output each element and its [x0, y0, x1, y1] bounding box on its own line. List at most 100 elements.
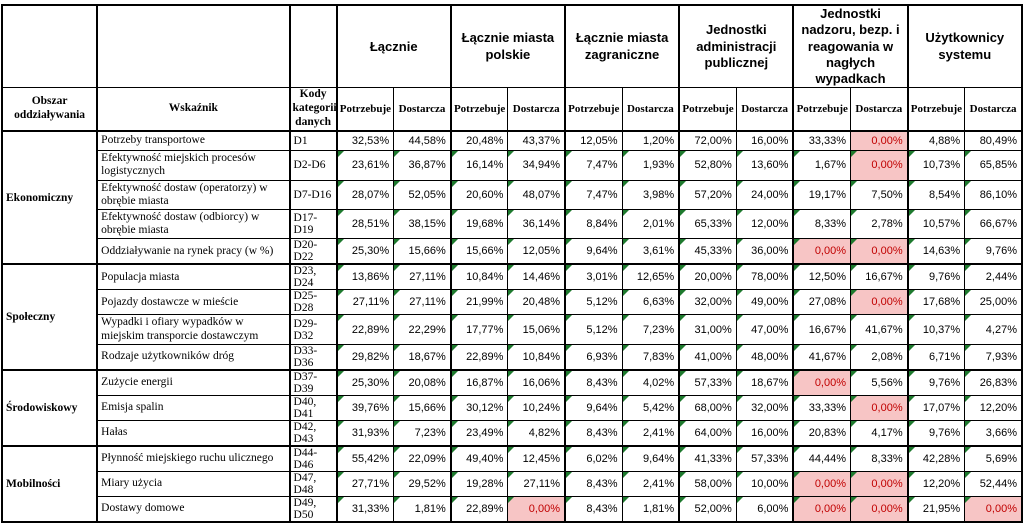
value-cell[interactable]: 8,43% [563, 368, 623, 396]
value-cell[interactable]: 21,99% [449, 289, 509, 316]
value-cell[interactable]: 16,14% [449, 150, 509, 181]
value-cell[interactable]: 20,48% [449, 129, 509, 152]
value-cell[interactable]: 65,85% [964, 150, 1023, 181]
value-cell[interactable]: 4,82% [507, 419, 566, 447]
value-cell[interactable]: 49,00% [735, 289, 794, 316]
value-cell[interactable]: 32,53% [335, 129, 395, 152]
value-cell[interactable]: 14,63% [906, 238, 966, 265]
value-cell[interactable]: 22,29% [393, 314, 452, 345]
value-cell[interactable]: 20,08% [393, 368, 452, 396]
value-cell[interactable]: 4,88% [906, 129, 966, 152]
value-cell[interactable]: 9,76% [906, 419, 966, 447]
value-cell[interactable]: 8,33% [850, 444, 909, 472]
value-cell[interactable]: 7,23% [621, 314, 680, 345]
value-cell[interactable]: 19,68% [449, 209, 509, 240]
value-cell[interactable]: 20,60% [449, 179, 509, 211]
value-cell[interactable]: 41,67% [792, 343, 852, 371]
value-cell[interactable]: 2,01% [621, 209, 680, 240]
value-cell[interactable]: 57,33% [678, 368, 737, 396]
value-cell[interactable]: 65,33% [678, 209, 737, 240]
value-cell[interactable]: 25,30% [335, 238, 395, 265]
value-cell[interactable]: 36,00% [735, 238, 794, 265]
value-cell[interactable]: 19,28% [449, 470, 509, 497]
value-cell[interactable]: 28,51% [335, 209, 395, 240]
value-cell[interactable]: 3,98% [621, 179, 680, 211]
value-cell[interactable]: 18,67% [735, 368, 794, 396]
value-cell[interactable]: 27,11% [507, 470, 566, 497]
value-cell[interactable]: 39,76% [335, 394, 395, 421]
value-cell[interactable]: 1,20% [621, 129, 680, 152]
value-cell[interactable]: 6,02% [563, 444, 623, 472]
value-cell[interactable]: 16,00% [735, 129, 794, 152]
value-cell[interactable]: 10,24% [507, 394, 566, 421]
value-cell[interactable]: 12,05% [507, 238, 566, 265]
value-cell[interactable]: 30,12% [449, 394, 509, 421]
value-cell[interactable]: 0,00% [507, 495, 566, 523]
value-cell[interactable]: 21,95% [906, 495, 966, 523]
value-cell[interactable]: 52,44% [964, 470, 1023, 497]
value-cell[interactable]: 49,40% [449, 444, 509, 472]
value-cell[interactable]: 15,66% [393, 394, 452, 421]
value-cell[interactable]: 8,84% [563, 209, 623, 240]
value-cell[interactable]: 8,43% [563, 470, 623, 497]
value-cell[interactable]: 20,48% [507, 289, 566, 316]
value-cell[interactable]: 0,00% [792, 495, 852, 523]
value-cell[interactable]: 44,44% [792, 444, 852, 472]
value-cell[interactable]: 10,73% [906, 150, 966, 181]
value-cell[interactable]: 0,00% [792, 368, 852, 396]
value-cell[interactable]: 45,33% [678, 238, 737, 265]
value-cell[interactable]: 36,14% [507, 209, 566, 240]
value-cell[interactable]: 1,81% [621, 495, 680, 523]
value-cell[interactable]: 0,00% [850, 470, 909, 497]
value-cell[interactable]: 2,08% [850, 343, 909, 371]
value-cell[interactable]: 0,00% [850, 495, 909, 523]
value-cell[interactable]: 22,09% [393, 444, 452, 472]
value-cell[interactable]: 4,02% [621, 368, 680, 396]
value-cell[interactable]: 72,00% [678, 129, 737, 152]
value-cell[interactable]: 23,49% [449, 419, 509, 447]
value-cell[interactable]: 0,00% [850, 238, 909, 265]
value-cell[interactable]: 8,43% [563, 419, 623, 447]
value-cell[interactable]: 31,33% [335, 495, 395, 523]
value-cell[interactable]: 7,47% [563, 150, 623, 181]
value-cell[interactable]: 29,82% [335, 343, 395, 371]
value-cell[interactable]: 8,43% [563, 495, 623, 523]
value-cell[interactable]: 7,93% [964, 343, 1023, 371]
value-cell[interactable]: 16,06% [507, 368, 566, 396]
value-cell[interactable]: 44,58% [393, 129, 452, 152]
value-cell[interactable]: 9,76% [964, 238, 1023, 265]
value-cell[interactable]: 22,89% [335, 314, 395, 345]
value-cell[interactable]: 38,15% [393, 209, 452, 240]
value-cell[interactable]: 8,54% [906, 179, 966, 211]
value-cell[interactable]: 17,07% [906, 394, 966, 421]
value-cell[interactable]: 58,00% [678, 470, 737, 497]
value-cell[interactable]: 12,50% [792, 263, 852, 291]
value-cell[interactable]: 6,00% [735, 495, 794, 523]
value-cell[interactable]: 16,87% [449, 368, 509, 396]
value-cell[interactable]: 7,23% [393, 419, 452, 447]
value-cell[interactable]: 5,12% [563, 314, 623, 345]
value-cell[interactable]: 43,37% [507, 129, 566, 152]
value-cell[interactable]: 3,66% [964, 419, 1023, 447]
value-cell[interactable]: 15,66% [449, 238, 509, 265]
value-cell[interactable]: 52,80% [678, 150, 737, 181]
value-cell[interactable]: 25,30% [335, 368, 395, 396]
value-cell[interactable]: 2,41% [621, 419, 680, 447]
value-cell[interactable]: 52,00% [678, 495, 737, 523]
value-cell[interactable]: 78,00% [735, 263, 794, 291]
value-cell[interactable]: 20,00% [678, 263, 737, 291]
value-cell[interactable]: 47,00% [735, 314, 794, 345]
value-cell[interactable]: 12,20% [906, 470, 966, 497]
value-cell[interactable]: 10,84% [507, 343, 566, 371]
value-cell[interactable]: 12,00% [735, 209, 794, 240]
value-cell[interactable]: 34,94% [507, 150, 566, 181]
value-cell[interactable]: 25,00% [964, 289, 1023, 316]
value-cell[interactable]: 41,00% [678, 343, 737, 371]
value-cell[interactable]: 0,00% [850, 129, 909, 152]
value-cell[interactable]: 5,42% [621, 394, 680, 421]
value-cell[interactable]: 26,83% [964, 368, 1023, 396]
value-cell[interactable]: 27,11% [393, 263, 452, 291]
value-cell[interactable]: 28,07% [335, 179, 395, 211]
value-cell[interactable]: 13,60% [735, 150, 794, 181]
value-cell[interactable]: 2,44% [964, 263, 1023, 291]
